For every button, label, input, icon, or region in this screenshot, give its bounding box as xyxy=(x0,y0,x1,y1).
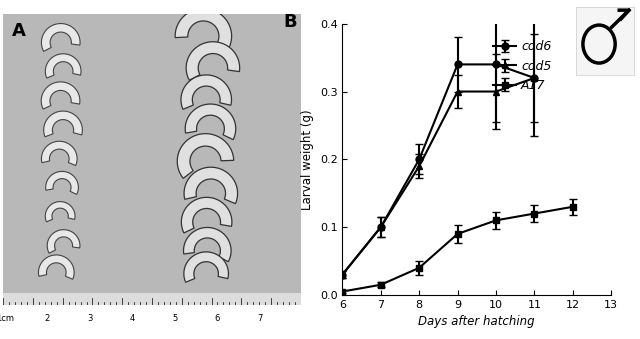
Text: 5: 5 xyxy=(172,314,177,323)
Text: A: A xyxy=(12,22,26,40)
Text: 3: 3 xyxy=(87,314,92,323)
PathPatch shape xyxy=(47,230,80,253)
Legend: cod6, cod5, A17: cod6, cod5, A17 xyxy=(488,35,556,97)
PathPatch shape xyxy=(45,202,75,222)
PathPatch shape xyxy=(177,134,234,178)
PathPatch shape xyxy=(44,111,83,137)
PathPatch shape xyxy=(184,252,228,282)
PathPatch shape xyxy=(181,75,232,109)
PathPatch shape xyxy=(45,172,78,195)
PathPatch shape xyxy=(184,227,231,262)
PathPatch shape xyxy=(42,141,77,165)
PathPatch shape xyxy=(186,42,240,80)
PathPatch shape xyxy=(184,167,237,204)
PathPatch shape xyxy=(45,54,81,78)
PathPatch shape xyxy=(175,8,232,51)
Polygon shape xyxy=(3,14,301,294)
PathPatch shape xyxy=(42,23,80,52)
Text: 1cm: 1cm xyxy=(0,314,13,323)
X-axis label: Days after hatching: Days after hatching xyxy=(419,315,535,328)
PathPatch shape xyxy=(185,104,236,140)
PathPatch shape xyxy=(38,255,74,279)
Text: 6: 6 xyxy=(214,314,220,323)
Text: 7: 7 xyxy=(257,314,262,323)
Text: 2: 2 xyxy=(45,314,50,323)
Y-axis label: Larval weight (g): Larval weight (g) xyxy=(301,109,314,210)
PathPatch shape xyxy=(41,82,80,109)
Bar xyxy=(3,294,301,305)
Text: B: B xyxy=(284,13,297,31)
Text: 4: 4 xyxy=(130,314,135,323)
PathPatch shape xyxy=(181,197,232,233)
